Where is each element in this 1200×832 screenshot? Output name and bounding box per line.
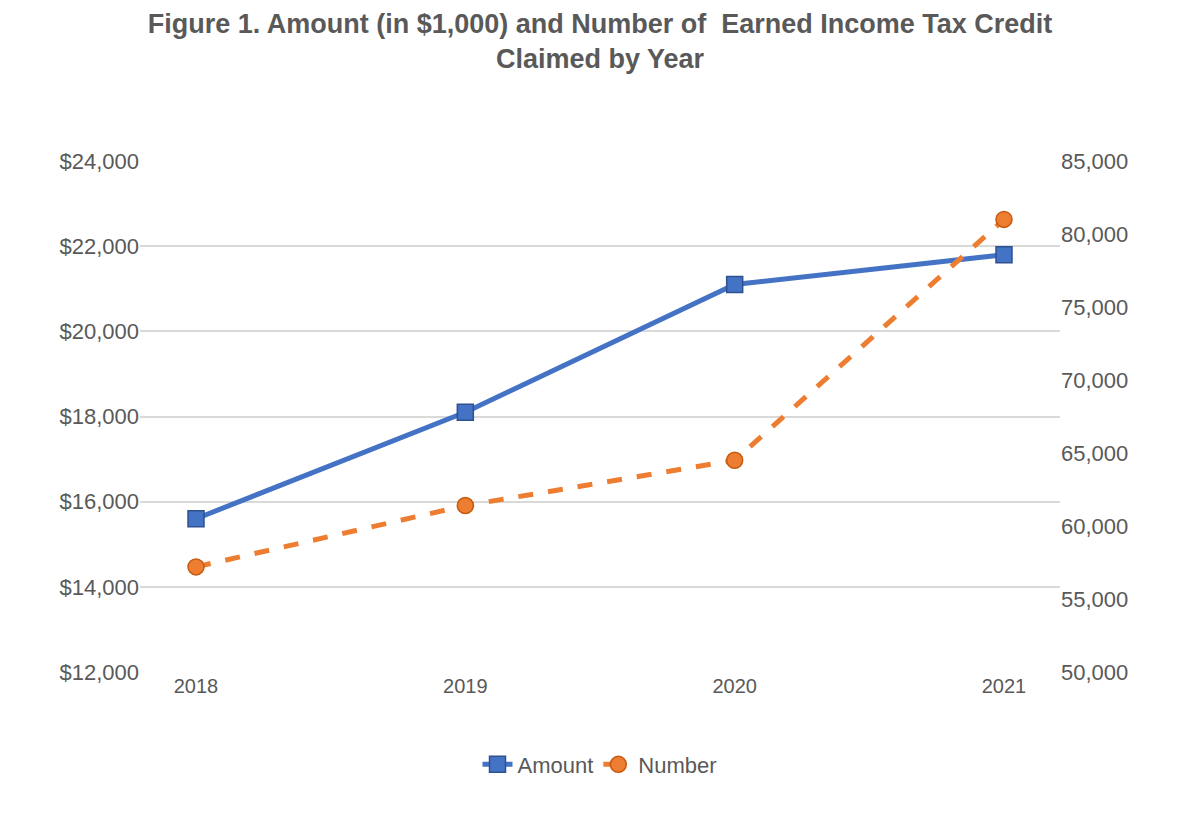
svg-text:$12,000: $12,000	[59, 660, 139, 685]
svg-text:2018: 2018	[174, 675, 219, 697]
svg-text:Figure 1. Amount (in $1,000) a: Figure 1. Amount (in $1,000) and Number …	[148, 9, 1053, 74]
svg-text:2019: 2019	[443, 675, 488, 697]
svg-text:Amount: Amount	[518, 753, 594, 778]
svg-text:Number: Number	[638, 753, 716, 778]
svg-text:$20,000: $20,000	[59, 319, 139, 344]
svg-text:$24,000: $24,000	[59, 149, 139, 174]
svg-text:$18,000: $18,000	[59, 404, 139, 429]
svg-text:2020: 2020	[712, 675, 757, 697]
svg-text:$14,000: $14,000	[59, 575, 139, 600]
svg-text:$16,000: $16,000	[59, 489, 139, 514]
svg-text:2021: 2021	[982, 675, 1027, 697]
svg-text:$22,000: $22,000	[59, 234, 139, 259]
svg-text:70,000: 70,000	[1061, 368, 1128, 393]
svg-text:55,000: 55,000	[1061, 587, 1128, 612]
svg-text:85,000: 85,000	[1061, 149, 1128, 174]
svg-text:50,000: 50,000	[1061, 660, 1128, 685]
svg-text:65,000: 65,000	[1061, 441, 1128, 466]
svg-text:60,000: 60,000	[1061, 514, 1128, 539]
svg-text:75,000: 75,000	[1061, 295, 1128, 320]
svg-text:80,000: 80,000	[1061, 222, 1128, 247]
